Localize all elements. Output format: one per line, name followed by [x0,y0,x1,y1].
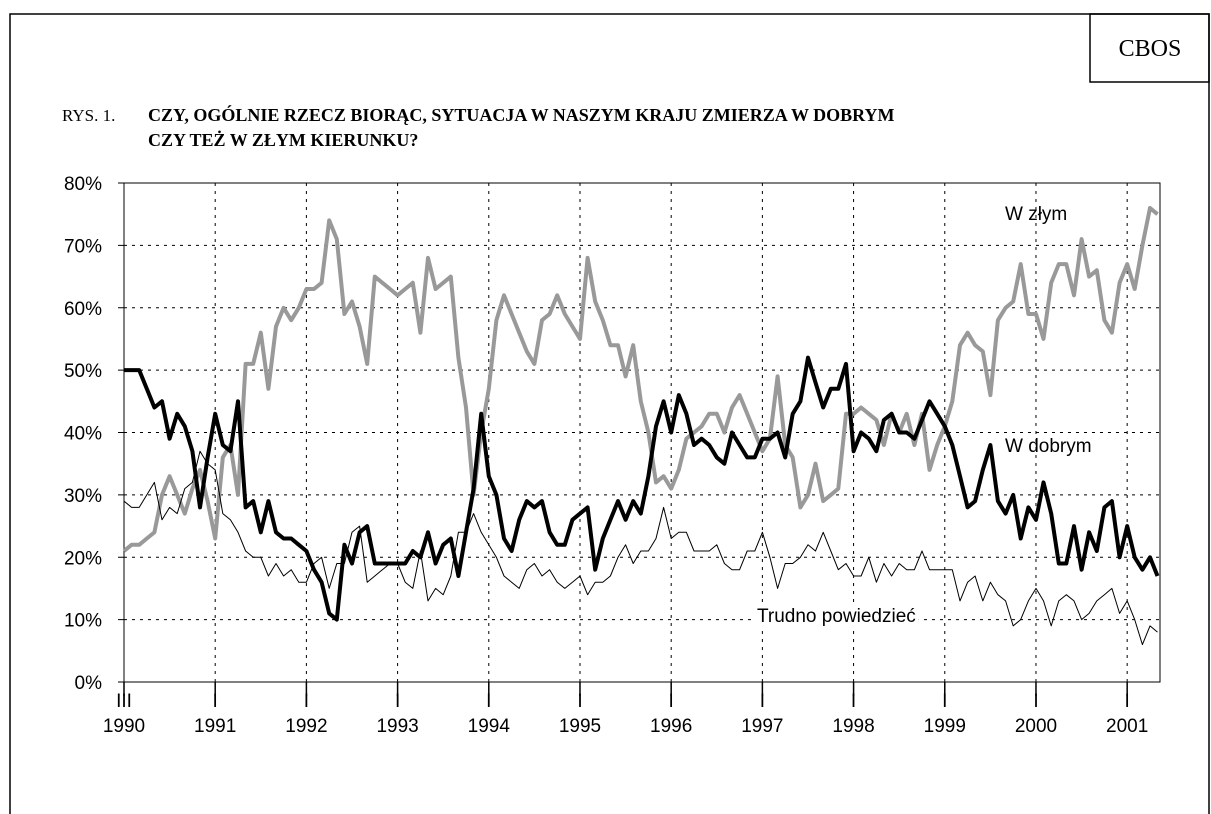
y-tick-label: 30% [64,486,102,507]
y-tick-label: 0% [75,673,103,694]
x-tick-label: I [942,691,947,712]
source-box [1089,13,1210,83]
y-tick-label: 50% [64,361,102,382]
x-tick-label: I [1033,691,1038,712]
x-tick-label: 1999 [924,716,966,737]
x-tick-label: I [760,691,765,712]
x-tick-label: 1998 [832,716,874,737]
y-tick-label: 70% [64,236,102,257]
series-label: Trudno powiedzieć [757,606,916,627]
x-tick-label: 1992 [285,716,327,737]
x-tick-label: 1996 [650,716,692,737]
x-tick-label: I [213,691,218,712]
x-tick-label: 1995 [559,716,601,737]
chart-title: CZY TEŻ W ZŁYM KIERUNKU? [148,130,418,150]
x-tick-label: 1991 [194,716,236,737]
y-tick-label: 10% [64,611,102,632]
x-tick-label: 2000 [1015,716,1057,737]
y-tick-label: 80% [64,174,102,195]
series-line [124,355,1160,622]
series-line [122,206,1159,553]
x-tick-label: 1994 [468,716,511,737]
source: CBOS [1119,36,1182,62]
y-tick-label: 40% [64,424,102,445]
x-tick-label: I [851,691,856,712]
x-tick-label: I [577,691,582,712]
y-tick-label: 20% [64,548,102,569]
series-label: W dobrym [1005,436,1092,457]
x-tick-label: 1993 [376,716,418,737]
x-tick-label: 1990 [103,716,145,737]
x-tick-label: III [116,691,132,712]
y-tick-label: 60% [64,299,102,320]
x-tick-label: I [486,691,491,712]
x-tick-label: 2001 [1106,716,1148,737]
x-tick-label: I [304,691,309,712]
figure-label: RYS. 1. [62,106,115,125]
x-tick-label: I [1125,691,1130,712]
x-tick-label: I [669,691,674,712]
frame [9,13,1210,814]
series-line [123,450,1158,646]
x-tick-label: I [395,691,400,712]
label-bg [754,605,919,628]
series-label: W złym [1005,204,1067,225]
chart-title: CZY, OGÓLNIE RZECZ BIORĄC, SYTUACJA W NA… [148,104,895,125]
x-tick-label: 1997 [741,716,783,737]
